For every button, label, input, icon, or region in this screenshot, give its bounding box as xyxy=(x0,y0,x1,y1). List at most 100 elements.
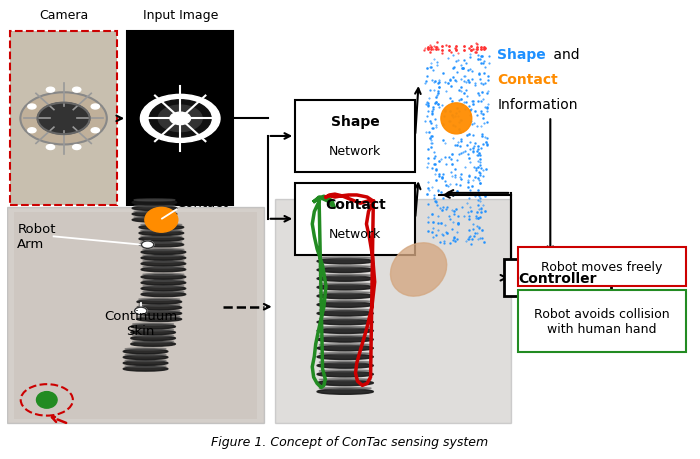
Ellipse shape xyxy=(137,306,181,310)
Ellipse shape xyxy=(125,348,166,350)
Ellipse shape xyxy=(319,387,371,390)
Ellipse shape xyxy=(132,218,177,223)
Bar xyxy=(504,259,610,297)
Ellipse shape xyxy=(143,249,184,251)
Text: Shape: Shape xyxy=(498,48,546,62)
Ellipse shape xyxy=(143,274,184,276)
Ellipse shape xyxy=(317,372,373,377)
Circle shape xyxy=(141,95,220,143)
Ellipse shape xyxy=(134,200,175,202)
Circle shape xyxy=(38,103,90,135)
Ellipse shape xyxy=(317,389,373,394)
Ellipse shape xyxy=(317,294,373,299)
Bar xyxy=(274,200,511,423)
Ellipse shape xyxy=(132,201,177,205)
Bar xyxy=(10,32,117,206)
Ellipse shape xyxy=(143,266,184,269)
Ellipse shape xyxy=(317,381,373,386)
Text: Camera: Camera xyxy=(39,9,88,22)
Ellipse shape xyxy=(319,283,371,285)
Ellipse shape xyxy=(317,216,373,221)
Ellipse shape xyxy=(125,360,166,362)
Ellipse shape xyxy=(137,317,181,322)
Ellipse shape xyxy=(317,268,373,273)
Ellipse shape xyxy=(134,217,175,219)
Circle shape xyxy=(91,105,99,110)
Text: Contact: Contact xyxy=(325,198,386,212)
Ellipse shape xyxy=(132,335,174,337)
Text: Contact: Contact xyxy=(498,73,558,87)
Ellipse shape xyxy=(391,243,447,297)
Ellipse shape xyxy=(139,237,183,241)
Bar xyxy=(295,183,415,255)
Ellipse shape xyxy=(319,223,371,224)
Ellipse shape xyxy=(134,211,175,213)
Ellipse shape xyxy=(145,208,178,233)
Ellipse shape xyxy=(317,311,373,316)
Ellipse shape xyxy=(123,355,168,360)
Ellipse shape xyxy=(317,285,373,291)
Ellipse shape xyxy=(132,324,174,325)
Ellipse shape xyxy=(123,349,168,354)
Ellipse shape xyxy=(132,341,174,343)
Ellipse shape xyxy=(317,319,373,325)
Ellipse shape xyxy=(123,361,168,365)
Ellipse shape xyxy=(139,299,180,301)
Ellipse shape xyxy=(139,316,180,318)
Circle shape xyxy=(141,241,154,249)
Ellipse shape xyxy=(137,300,181,304)
Ellipse shape xyxy=(317,233,373,238)
Text: Figure 1. Concept of ConTac sensing system: Figure 1. Concept of ConTac sensing syst… xyxy=(211,435,489,448)
Bar xyxy=(7,208,265,423)
Ellipse shape xyxy=(131,336,176,341)
Ellipse shape xyxy=(317,354,373,360)
Ellipse shape xyxy=(134,205,175,207)
Text: Robot moves freely: Robot moves freely xyxy=(541,260,663,273)
Ellipse shape xyxy=(131,325,176,329)
Circle shape xyxy=(46,145,55,150)
Text: Network: Network xyxy=(329,227,382,240)
Ellipse shape xyxy=(319,379,371,381)
Circle shape xyxy=(149,101,211,138)
Bar xyxy=(14,212,258,419)
Ellipse shape xyxy=(141,236,182,238)
Ellipse shape xyxy=(319,257,371,259)
Bar xyxy=(127,32,233,206)
Circle shape xyxy=(20,93,107,145)
Ellipse shape xyxy=(319,214,371,216)
Text: Robot
Arm: Robot Arm xyxy=(18,223,56,251)
Ellipse shape xyxy=(317,346,373,351)
Ellipse shape xyxy=(319,309,371,311)
Ellipse shape xyxy=(317,241,373,247)
Text: Contact: Contact xyxy=(176,197,228,210)
Ellipse shape xyxy=(319,274,371,277)
Ellipse shape xyxy=(319,266,371,268)
Circle shape xyxy=(91,129,99,134)
Ellipse shape xyxy=(131,342,176,347)
Ellipse shape xyxy=(317,207,373,212)
Ellipse shape xyxy=(132,212,177,217)
Ellipse shape xyxy=(319,361,371,364)
Ellipse shape xyxy=(319,370,371,372)
Ellipse shape xyxy=(317,337,373,342)
Ellipse shape xyxy=(141,250,186,255)
Ellipse shape xyxy=(319,327,371,329)
Ellipse shape xyxy=(317,276,373,282)
Ellipse shape xyxy=(141,262,186,266)
Ellipse shape xyxy=(141,275,186,280)
Bar xyxy=(518,247,686,286)
Ellipse shape xyxy=(141,292,186,297)
Ellipse shape xyxy=(139,310,180,312)
Ellipse shape xyxy=(141,256,186,261)
Circle shape xyxy=(134,308,147,315)
Ellipse shape xyxy=(36,392,57,409)
Circle shape xyxy=(73,145,80,150)
Ellipse shape xyxy=(123,367,168,371)
Bar xyxy=(518,291,686,353)
Ellipse shape xyxy=(319,205,371,207)
Ellipse shape xyxy=(143,261,184,263)
Text: Robot avoids collision
with human hand: Robot avoids collision with human hand xyxy=(534,308,670,336)
Ellipse shape xyxy=(141,286,186,291)
Ellipse shape xyxy=(319,318,371,320)
Ellipse shape xyxy=(141,268,186,272)
